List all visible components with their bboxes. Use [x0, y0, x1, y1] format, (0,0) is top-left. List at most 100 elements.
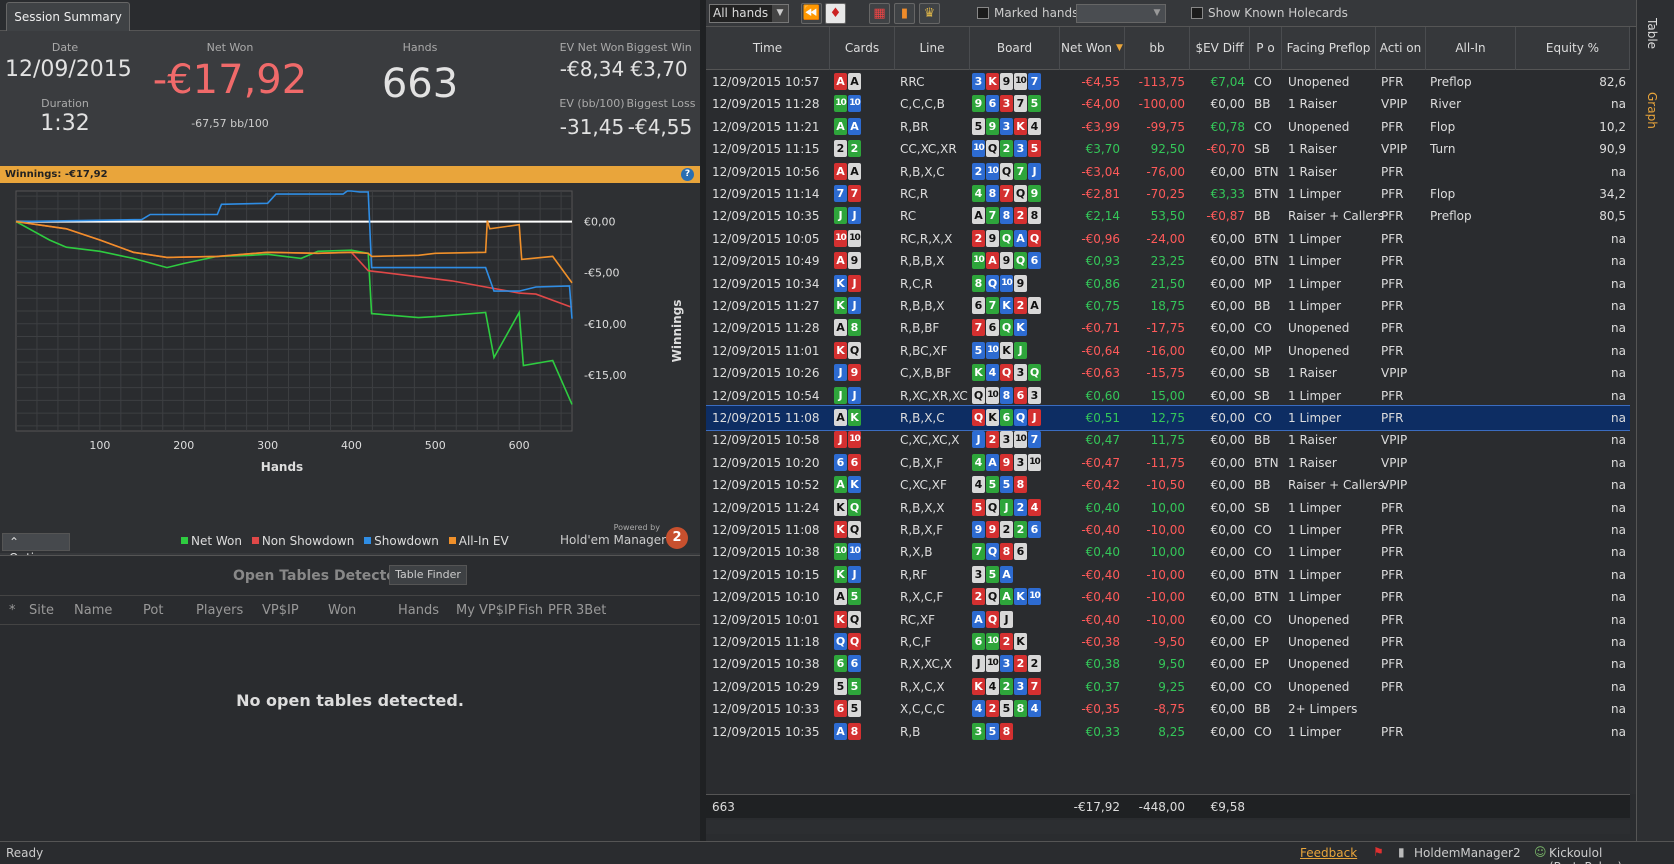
hand-equity: 82,6	[1599, 75, 1626, 89]
hand-row[interactable]: 12/09/2015 10:52 C,XC,XF -€0,42 -10,50 €0,00…	[706, 473, 1630, 497]
table-finder-button[interactable]: Table Finder	[389, 565, 467, 585]
playing-card: 5	[986, 722, 999, 740]
hand-row[interactable]: 12/09/2015 10:01 RC,XF -€0,40 -10,00 €0,00 CO…	[706, 608, 1630, 632]
hand-row[interactable]: 12/09/2015 11:08 R,B,X,F -€0,40 -10,00 €0,00…	[706, 518, 1630, 542]
col-evdiff[interactable]: $EV Diff	[1190, 27, 1250, 70]
hand-row[interactable]: 12/09/2015 10:15 R,RF -€0,40 -10,00 €0,00 BTN…	[706, 563, 1630, 587]
panel-splitter[interactable]	[700, 0, 706, 841]
col-netwon-label: Net Won	[1061, 41, 1113, 55]
horizontal-scrollbar[interactable]	[706, 820, 1630, 834]
hand-evdiff: €0,00	[1210, 702, 1245, 717]
options-button[interactable]: ⌃ Options	[2, 533, 70, 565]
hand-row[interactable]: 12/09/2015 10:05 RC,R,X,X -€0,96 -24,00 €0,0…	[706, 227, 1630, 251]
ot-col-site[interactable]: Site	[29, 603, 54, 618]
col-action[interactable]: Acti on	[1376, 27, 1426, 70]
trophy-icon[interactable]: ♛	[919, 3, 940, 24]
rewind-icon[interactable]: ⏪	[801, 3, 822, 24]
col-board[interactable]: Board	[970, 27, 1060, 70]
ot-col-star[interactable]: *	[9, 603, 16, 618]
marked-hands-checkbox[interactable]	[977, 7, 989, 19]
hand-row[interactable]: 12/09/2015 11:15 CC,XC,XR €3,70 92,50 -€0,70…	[706, 137, 1630, 161]
help-icon[interactable]: ?	[681, 168, 694, 181]
hand-row[interactable]: 12/09/2015 10:20 C,B,X,F -€0,47 -11,75 €0,00…	[706, 451, 1630, 475]
ot-col-pfr[interactable]: PFR	[548, 603, 573, 618]
replay-hand-icon[interactable]: ♦	[825, 3, 846, 24]
col-cards[interactable]: Cards	[830, 27, 895, 70]
hand-position: CO	[1254, 75, 1272, 89]
ot-col-won[interactable]: Won	[328, 603, 357, 618]
tab-session-summary[interactable]: Session Summary	[6, 2, 130, 31]
hand-row[interactable]: 12/09/2015 11:28 C,C,C,B -€4,00 -100,00 €0,0…	[706, 92, 1630, 116]
playing-card: 6	[834, 453, 847, 471]
vertical-scrollbar[interactable]	[1630, 27, 1640, 794]
ot-col-hands[interactable]: Hands	[398, 603, 440, 618]
ot-col-fish[interactable]: Fish	[518, 603, 544, 618]
hand-bb: 21,50	[1150, 276, 1185, 291]
hand-position: CO	[1254, 724, 1272, 739]
playing-card: 10	[834, 543, 847, 561]
hand-row[interactable]: 12/09/2015 10:49 R,B,B,X €0,93 23,25 €0,00 BT…	[706, 249, 1630, 273]
hand-row[interactable]: 12/09/2015 11:01 R,BC,XF -€0,64 -16,00 €0,00…	[706, 339, 1630, 363]
hand-row[interactable]: 12/09/2015 10:58 C,XC,XC,X €0,47 11,75 €0,00…	[706, 428, 1630, 452]
col-netwon[interactable]: Net Won ▼	[1060, 27, 1125, 70]
hand-row[interactable]: 12/09/2015 11:18 R,C,F -€0,38 -9,50 €0,00 EP U…	[706, 630, 1630, 654]
board-cards: 3 K 9 10 7	[972, 73, 1042, 90]
hand-row[interactable]: 12/09/2015 10:35 R,B €0,33 8,25 €0,00 CO 1 Lim…	[706, 720, 1630, 744]
ot-col-name[interactable]: Name	[74, 603, 113, 618]
hand-position: BB	[1254, 97, 1271, 112]
col-line[interactable]: Line	[895, 27, 970, 70]
hand-row[interactable]: 12/09/2015 10:29 R,X,C,X €0,37 9,25 €0,00 CO U…	[706, 675, 1630, 699]
hand-row[interactable]: 12/09/2015 10:34 R,C,R €0,86 21,50 €0,00 MP 1 …	[706, 272, 1630, 296]
hand-row[interactable]: 12/09/2015 10:33 X,C,C,C -€0,35 -8,75 €0,00 B…	[706, 697, 1630, 721]
playing-card: J	[834, 386, 847, 404]
playing-card: 3	[1028, 386, 1041, 404]
feedback-link[interactable]: Feedback	[1300, 846, 1358, 860]
grid-view-icon[interactable]: ▦	[869, 3, 890, 24]
hand-row[interactable]: 12/09/2015 11:27 R,B,B,X €0,75 18,75 €0,00 BB…	[706, 294, 1630, 318]
ot-col-vpip[interactable]: VP$IP	[262, 603, 299, 618]
ot-col-3bet[interactable]: 3Bet	[576, 603, 607, 618]
col-bb[interactable]: bb	[1125, 27, 1190, 70]
ot-col-pot[interactable]: Pot	[143, 603, 164, 618]
hand-netwon: €2,14	[1085, 209, 1120, 224]
hand-row[interactable]: 12/09/2015 11:24 R,B,X,X €0,40 10,00 €0,00 SB…	[706, 496, 1630, 520]
hand-row[interactable]: 12/09/2015 11:28 R,B,BF -€0,71 -17,75 €0,00 C…	[706, 316, 1630, 340]
playing-card: 2	[972, 162, 985, 180]
hand-position: CO	[1254, 523, 1272, 537]
hand-row[interactable]: 12/09/2015 11:21 R,BR -€3,99 -99,75 €0,78 CO U…	[706, 115, 1630, 139]
hand-allin: Turn	[1430, 142, 1456, 157]
ot-col-players[interactable]: Players	[196, 603, 244, 618]
hand-row[interactable]: 12/09/2015 10:38 R,X,B €0,40 10,00 €0,00 CO 1 …	[706, 540, 1630, 564]
col-time[interactable]: Time	[706, 27, 830, 70]
hand-row[interactable]: 12/09/2015 10:10 R,X,C,F -€0,40 -10,00 €0,00…	[706, 585, 1630, 609]
side-tab-graph[interactable]: Graph	[1645, 92, 1659, 129]
col-position[interactable]: P o	[1250, 27, 1282, 70]
bar-chart-icon[interactable]: ▮	[894, 3, 915, 24]
playing-card: A	[848, 162, 861, 180]
col-allin[interactable]: All-In	[1426, 27, 1516, 70]
hand-row[interactable]: 12/09/2015 10:57 RRC -€4,55 -113,75 €7,04 CO U…	[706, 70, 1630, 94]
playing-card: 9	[1000, 252, 1013, 270]
col-equity[interactable]: Equity %	[1516, 27, 1630, 70]
hand-row[interactable]: 12/09/2015 11:08 R,B,X,C €0,51 12,75 €0,00 CO…	[706, 405, 1630, 431]
known-holecards-label: Show Known Holecards	[1208, 6, 1348, 20]
marked-hands-select[interactable]: ▼	[1076, 4, 1166, 23]
chevron-down-icon[interactable]: ▼	[1153, 8, 1161, 18]
hand-row[interactable]: 12/09/2015 10:26 C,X,B,BF -€0,63 -15,75 €0,0…	[706, 361, 1630, 385]
hand-row[interactable]: 12/09/2015 10:54 R,XC,XR,XC €0,60 15,00 €0,0…	[706, 384, 1630, 408]
ot-col-myvpip[interactable]: My VP$IP	[456, 603, 516, 618]
hand-netwon: -€0,63	[1081, 366, 1120, 381]
hand-row[interactable]: 12/09/2015 10:35 RC €2,14 53,50 -€0,87 BB Rais…	[706, 204, 1630, 228]
side-tab-table[interactable]: Table	[1645, 18, 1659, 50]
chevron-down-icon[interactable]: ▼	[772, 5, 788, 22]
playing-card: 9	[972, 521, 985, 538]
hand-line: C,XC,XF	[900, 478, 947, 493]
col-facing-preflop[interactable]: Facing Preflop	[1282, 27, 1376, 70]
hand-row[interactable]: 12/09/2015 10:38 R,X,XC,X €0,38 9,50 €0,00 EP…	[706, 652, 1630, 676]
hand-row[interactable]: 12/09/2015 11:14 RC,R -€2,81 -70,25 €3,33 BTN…	[706, 182, 1630, 206]
hand-filter-select[interactable]: All hands ▼	[709, 4, 789, 23]
board-cards: 8 Q 10 9	[972, 274, 1028, 292]
hand-row[interactable]: 12/09/2015 10:56 R,B,X,C -€3,04 -76,00 €0,00…	[706, 160, 1630, 184]
known-holecards-checkbox[interactable]	[1191, 7, 1203, 19]
